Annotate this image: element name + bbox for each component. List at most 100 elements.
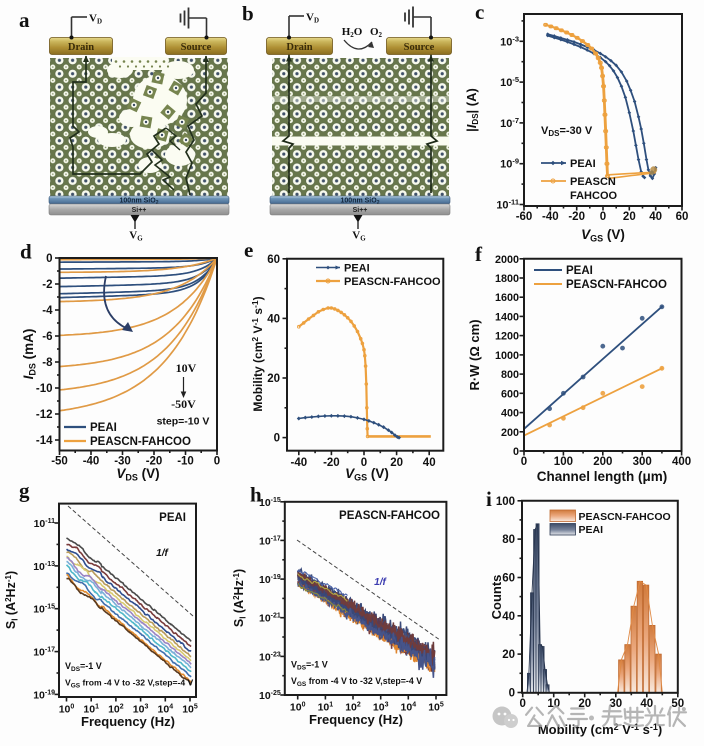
svg-text:IDS (mA): IDS (mA) xyxy=(21,329,38,380)
svg-text:H2O: H2O xyxy=(342,26,363,39)
svg-text:10-19: 10-19 xyxy=(33,689,55,701)
svg-text:-12: -12 xyxy=(36,409,53,421)
svg-text:20: 20 xyxy=(390,457,403,469)
svg-text:105: 105 xyxy=(182,704,198,716)
svg-text:-20: -20 xyxy=(323,457,340,469)
svg-text:105: 105 xyxy=(428,702,444,714)
svg-text:VDS=-30 V: VDS=-30 V xyxy=(541,125,593,138)
svg-text:1/f: 1/f xyxy=(374,577,387,588)
svg-text:1200: 1200 xyxy=(495,331,519,343)
svg-text:20: 20 xyxy=(502,649,515,661)
svg-text:100nm SiO2: 100nm SiO2 xyxy=(341,198,380,207)
svg-text:40: 40 xyxy=(502,611,515,623)
svg-text:VG: VG xyxy=(129,230,143,243)
svg-text:PEAI: PEAI xyxy=(90,422,117,434)
svg-text:PEASCN-FAHCOO: PEASCN-FAHCOO xyxy=(90,436,191,448)
svg-text:100: 100 xyxy=(290,702,306,714)
svg-text:50: 50 xyxy=(671,698,684,710)
svg-text:40: 40 xyxy=(640,698,653,710)
svg-text:Si++: Si++ xyxy=(353,207,368,214)
svg-text:1400: 1400 xyxy=(495,311,519,323)
svg-text:400: 400 xyxy=(501,408,519,420)
svg-text:40: 40 xyxy=(423,457,436,469)
svg-text:-6: -6 xyxy=(42,331,52,343)
svg-text:Channel length (μm): Channel length (μm) xyxy=(537,469,668,484)
svg-text:VDS=-1 V: VDS=-1 V xyxy=(65,661,102,673)
svg-text:e: e xyxy=(244,238,253,262)
svg-text:100: 100 xyxy=(496,496,515,508)
svg-text:-20: -20 xyxy=(146,456,163,468)
svg-text:PEAI: PEAI xyxy=(579,524,604,536)
svg-text:VDS (V): VDS (V) xyxy=(116,466,159,483)
svg-text:Frequency (Hz): Frequency (Hz) xyxy=(309,712,403,727)
svg-text:10-5: 10-5 xyxy=(500,75,519,89)
svg-text:0: 0 xyxy=(46,253,52,265)
svg-text:60: 60 xyxy=(267,254,280,266)
svg-text:PEASCN-FAHCOO: PEASCN-FAHCOO xyxy=(566,279,667,291)
svg-text:10-11: 10-11 xyxy=(34,518,56,530)
svg-text:Source: Source xyxy=(181,42,212,53)
svg-text:100: 100 xyxy=(59,704,75,716)
svg-text:VD: VD xyxy=(306,12,319,25)
svg-text:SI (A2Hz-1): SI (A2Hz-1) xyxy=(4,571,20,629)
svg-text:f: f xyxy=(475,242,483,266)
svg-text:10-13: 10-13 xyxy=(33,561,55,573)
svg-text:-50: -50 xyxy=(51,456,68,468)
svg-text:Source: Source xyxy=(404,42,435,53)
svg-text:10-25: 10-25 xyxy=(259,690,281,702)
svg-text:|IDS| (A): |IDS| (A) xyxy=(464,88,480,132)
svg-text:10-3: 10-3 xyxy=(500,34,519,48)
svg-text:PEASCN-FAHCOO: PEASCN-FAHCOO xyxy=(339,510,440,522)
svg-text:PEAI: PEAI xyxy=(344,263,370,275)
svg-text:20: 20 xyxy=(623,211,636,223)
svg-text:SI (A2Hz-1): SI (A2Hz-1) xyxy=(232,569,248,627)
svg-text:g: g xyxy=(19,479,30,503)
svg-text:10-11: 10-11 xyxy=(496,198,519,212)
svg-text:Drain: Drain xyxy=(68,42,94,53)
svg-text:600: 600 xyxy=(501,388,519,400)
svg-text:-20: -20 xyxy=(568,211,585,223)
svg-text:60: 60 xyxy=(676,211,689,223)
svg-text:200: 200 xyxy=(593,456,612,468)
svg-text:300: 300 xyxy=(633,456,652,468)
svg-text:PEASCN-FAHCOO: PEASCN-FAHCOO xyxy=(579,511,671,523)
svg-text:40: 40 xyxy=(649,211,662,223)
svg-text:Frequency (Hz): Frequency (Hz) xyxy=(81,714,175,729)
svg-text:-40: -40 xyxy=(290,457,307,469)
svg-text:2000: 2000 xyxy=(495,254,519,266)
svg-text:Counts: Counts xyxy=(489,575,504,620)
svg-text:-10: -10 xyxy=(177,456,194,468)
svg-text:100: 100 xyxy=(554,456,573,468)
svg-text:0: 0 xyxy=(214,456,220,468)
svg-text:80: 80 xyxy=(502,534,515,546)
svg-text:Si++: Si++ xyxy=(132,207,147,214)
svg-text:30: 30 xyxy=(609,698,622,710)
svg-text:10V: 10V xyxy=(176,361,197,375)
svg-text:VGS from -4 V to -32 V,step=-4: VGS from -4 V to -32 V,step=-4 V xyxy=(65,678,194,690)
svg-text:PEAI: PEAI xyxy=(570,158,596,170)
svg-text:1800: 1800 xyxy=(495,273,519,285)
svg-text:VDS=-1 V: VDS=-1 V xyxy=(291,660,328,672)
svg-text:40: 40 xyxy=(267,313,280,325)
svg-text:20: 20 xyxy=(267,373,280,385)
svg-text:Mobility (cm2 V-1 s-1): Mobility (cm2 V-1 s-1) xyxy=(250,296,265,411)
svg-text:-10: -10 xyxy=(36,383,53,395)
svg-text:-40: -40 xyxy=(83,456,100,468)
svg-text:c: c xyxy=(475,0,484,24)
svg-text:VD: VD xyxy=(89,13,102,26)
svg-text:-4: -4 xyxy=(42,305,53,317)
svg-text:VGS (V): VGS (V) xyxy=(581,227,625,244)
svg-text:1600: 1600 xyxy=(495,292,519,304)
svg-text:10-19: 10-19 xyxy=(259,574,281,586)
svg-text:1/f: 1/f xyxy=(156,548,169,559)
svg-text:i: i xyxy=(486,487,492,511)
svg-text:PEASCN-FAHCOO: PEASCN-FAHCOO xyxy=(344,276,441,288)
svg-text:10-21: 10-21 xyxy=(259,613,281,625)
svg-text:10-23: 10-23 xyxy=(259,651,281,663)
svg-text:10-17: 10-17 xyxy=(259,535,281,547)
svg-text:h: h xyxy=(250,483,262,507)
svg-text:0: 0 xyxy=(509,688,515,700)
svg-text:R·W (Ω cm): R·W (Ω cm) xyxy=(467,319,482,390)
svg-text:20: 20 xyxy=(578,698,591,710)
svg-text:Drain: Drain xyxy=(286,42,312,53)
